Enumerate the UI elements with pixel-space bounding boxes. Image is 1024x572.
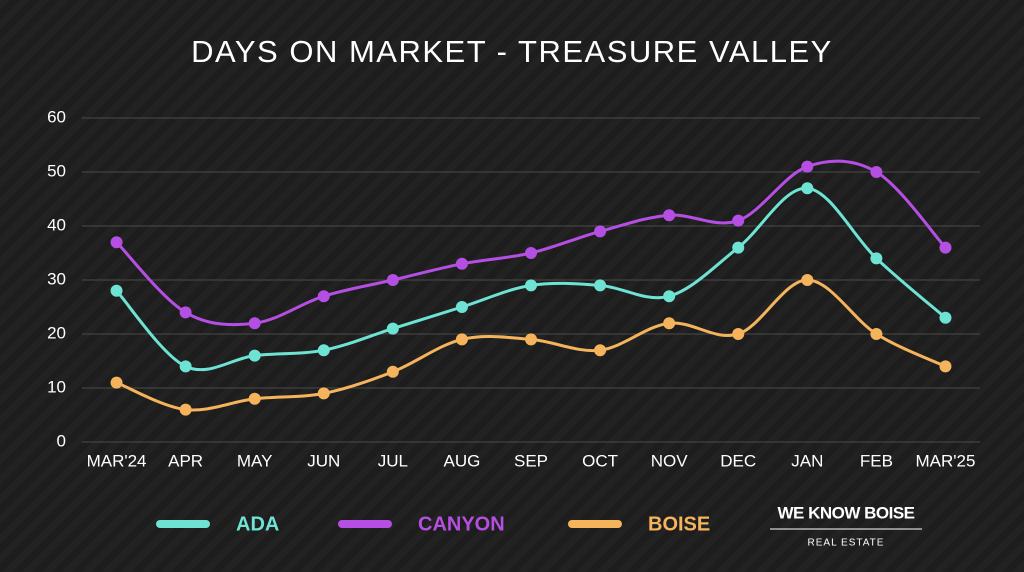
data-point [386, 322, 399, 335]
x-tick-label: MAY [237, 451, 273, 470]
x-tick-label: APR [168, 451, 203, 470]
data-point [870, 166, 883, 178]
data-point [594, 279, 607, 292]
data-point [110, 284, 123, 297]
data-point [939, 311, 952, 324]
x-tick-label: JAN [791, 451, 823, 470]
data-point [663, 209, 676, 222]
data-point [455, 333, 468, 346]
y-tick-label: 50 [47, 161, 66, 180]
logo-tagline: REAL ESTATE [808, 538, 885, 549]
data-point [732, 328, 745, 340]
data-point [179, 403, 192, 416]
legend-label: BOISE [648, 513, 710, 535]
data-point [525, 247, 537, 259]
data-point [594, 344, 607, 357]
y-tick-label: 60 [47, 107, 66, 126]
y-tick-label: 10 [47, 377, 66, 396]
data-point [179, 306, 192, 319]
data-point [594, 225, 607, 238]
data-point [248, 349, 261, 362]
y-tick-label: 40 [47, 215, 66, 234]
y-tick-label: 30 [47, 269, 66, 288]
data-point [179, 360, 192, 373]
y-tick-label: 20 [47, 323, 66, 342]
legend-label: CANYON [418, 513, 505, 535]
data-point [663, 317, 676, 330]
x-tick-label: JUL [378, 451, 408, 470]
logo-name: WE KNOW BOISE [777, 503, 914, 522]
data-point [317, 387, 330, 400]
chart-title: DAYS ON MARKET - TREASURE VALLEY [191, 34, 833, 69]
data-point [110, 376, 123, 389]
x-tick-label: NOV [651, 451, 689, 470]
x-tick-label: MAR'24 [87, 451, 147, 470]
data-point [801, 274, 814, 286]
x-tick-label: FEB [860, 451, 893, 470]
data-point [386, 274, 399, 286]
data-point [870, 328, 883, 340]
data-point [110, 236, 123, 249]
data-point [801, 182, 814, 195]
data-point [525, 279, 537, 292]
data-point [455, 257, 468, 270]
data-point [801, 160, 814, 173]
data-point [248, 392, 261, 405]
data-point [939, 360, 952, 373]
data-point [939, 241, 952, 254]
data-point [870, 252, 883, 265]
x-tick-label: MAR'25 [915, 451, 975, 470]
data-point [386, 365, 399, 378]
data-point [317, 344, 330, 357]
x-tick-label: DEC [720, 451, 756, 470]
x-tick-label: SEP [514, 451, 548, 470]
x-tick-label: AUG [444, 451, 481, 470]
y-tick-label: 0 [57, 431, 66, 450]
x-tick-label: OCT [582, 451, 618, 470]
data-point [663, 290, 676, 303]
legend-label: ADA [236, 513, 279, 535]
data-point [455, 301, 468, 313]
x-tick-label: JUN [307, 451, 340, 470]
data-point [317, 290, 330, 303]
data-point [248, 317, 261, 330]
data-point [732, 241, 745, 254]
data-point [732, 214, 745, 227]
data-point [525, 333, 537, 346]
